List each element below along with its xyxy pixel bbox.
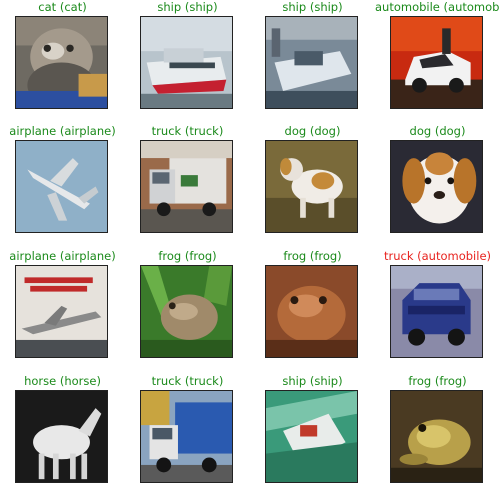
cell-label: truck (automobile)	[383, 249, 492, 263]
grid-cell-ship: ship (ship)	[250, 0, 375, 124]
grid-cell-frog: frog (frog)	[250, 249, 375, 373]
grid-cell-ship: ship (ship)	[250, 374, 375, 498]
grid-cell-cat: cat (cat)	[0, 0, 125, 124]
cell-label: dog (dog)	[409, 124, 466, 138]
ship-image	[265, 16, 358, 109]
cell-label: cat (cat)	[38, 0, 87, 14]
cell-label: horse (horse)	[24, 374, 101, 388]
grid-cell-airplane: airplane (airplane)	[0, 249, 125, 373]
airplane-image	[15, 265, 108, 358]
cat-image	[15, 16, 108, 109]
cell-label: airplane (airplane)	[9, 124, 116, 138]
cell-label: ship (ship)	[282, 374, 343, 388]
cell-label: automobile (automobile)	[375, 0, 500, 14]
truck-image	[140, 390, 233, 483]
horse-image	[15, 390, 108, 483]
ship-image	[265, 390, 358, 483]
airplane-image	[15, 140, 108, 233]
cell-label: ship (ship)	[157, 0, 218, 14]
cell-label: ship (ship)	[282, 0, 343, 14]
dog-image	[265, 140, 358, 233]
grid-cell-ship: ship (ship)	[125, 0, 250, 124]
cell-label: truck (truck)	[151, 124, 224, 138]
grid-cell-dog: dog (dog)	[375, 124, 500, 248]
dog-image	[390, 140, 483, 233]
grid-cell-frog: frog (frog)	[375, 374, 500, 498]
cell-label: truck (truck)	[151, 374, 224, 388]
cell-label: dog (dog)	[284, 124, 341, 138]
grid-cell-automobile: automobile (automobile)	[375, 0, 500, 124]
grid-cell-airplane: airplane (airplane)	[0, 124, 125, 248]
frog-image	[265, 265, 358, 358]
automobile-image	[390, 265, 483, 358]
frog-image	[390, 390, 483, 483]
ship-image	[140, 16, 233, 109]
grid-cell-truck: truck (automobile)	[375, 249, 500, 373]
cell-label: frog (frog)	[158, 249, 217, 263]
grid-cell-truck: truck (truck)	[125, 124, 250, 248]
grid-cell-truck: truck (truck)	[125, 374, 250, 498]
truck-image	[140, 140, 233, 233]
prediction-grid: cat (cat) ship (ship)	[0, 0, 500, 483]
automobile-image	[390, 16, 483, 109]
cell-label: frog (frog)	[283, 249, 342, 263]
grid-cell-frog: frog (frog)	[125, 249, 250, 373]
frog-image	[140, 265, 233, 358]
grid-cell-dog: dog (dog)	[250, 124, 375, 248]
grid-cell-horse: horse (horse)	[0, 374, 125, 498]
cell-label: frog (frog)	[408, 374, 467, 388]
cell-label: airplane (airplane)	[9, 249, 116, 263]
